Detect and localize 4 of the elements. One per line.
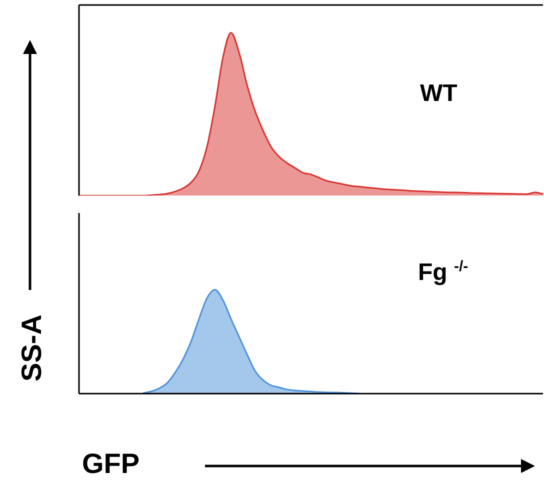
x-axis-title: GFP [82, 448, 140, 480]
text: WT [420, 80, 458, 108]
text: Fg $^{-/-}$ [418, 258, 468, 287]
y-axis-title: SS-A [16, 314, 48, 384]
